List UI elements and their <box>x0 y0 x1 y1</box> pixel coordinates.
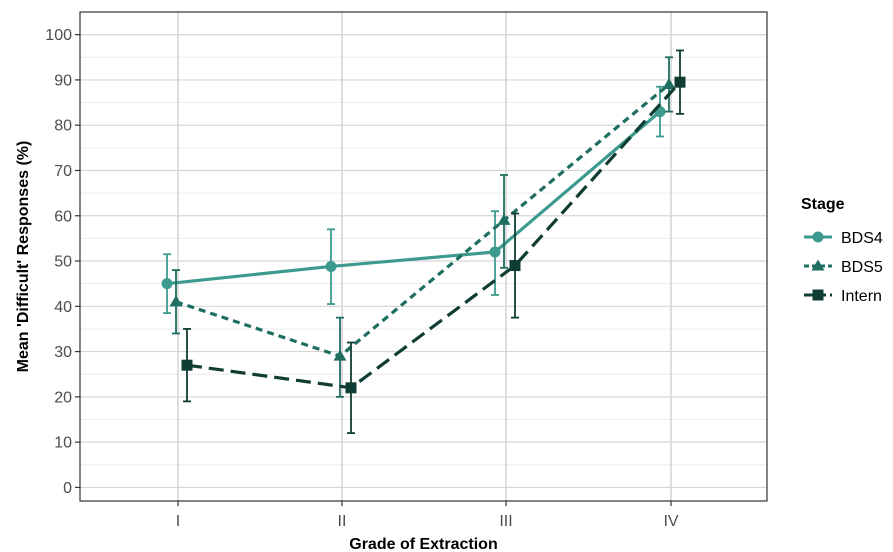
y-tick-label: 40 <box>54 299 72 316</box>
data-point <box>497 213 511 225</box>
y-tick-label: 60 <box>54 208 72 225</box>
series-bds5 <box>169 56 676 398</box>
y-tick-label: 10 <box>54 435 72 452</box>
data-point <box>662 77 676 89</box>
x-axis-title: Grade of Extraction <box>349 536 497 552</box>
legend-key-marker <box>812 289 824 301</box>
x-tick-label: II <box>338 513 347 530</box>
data-point <box>345 382 357 394</box>
data-point <box>489 246 501 258</box>
grid-minor <box>80 56 767 466</box>
data-point <box>169 295 183 307</box>
data-point <box>325 260 337 272</box>
x-axis: I II III IV <box>176 501 679 530</box>
x-tick-label: I <box>176 513 180 530</box>
series-layer <box>161 49 686 434</box>
y-tick-label: 70 <box>54 163 72 180</box>
y-tick-label: 30 <box>54 344 72 361</box>
panel-border <box>79 11 768 502</box>
series-intern <box>181 49 686 434</box>
y-tick-label: 20 <box>54 389 72 406</box>
legend-item-bds5: BDS5 <box>804 259 883 276</box>
data-point <box>161 278 173 290</box>
y-tick-label: 50 <box>54 254 72 271</box>
data-point <box>674 76 686 88</box>
y-tick-label: 100 <box>45 27 72 44</box>
y-tick-label: 0 <box>63 480 72 497</box>
grid-major <box>80 12 767 501</box>
data-point <box>333 349 347 361</box>
legend-item-intern: Intern <box>804 288 882 305</box>
data-point <box>181 359 193 371</box>
legend-label: BDS5 <box>841 259 883 276</box>
y-axis: 0 10 20 30 40 50 60 70 80 90 100 <box>45 27 80 497</box>
legend-title: Stage <box>801 196 845 213</box>
series-line <box>175 83 671 358</box>
series-line <box>166 110 662 286</box>
legend-item-bds4: BDS4 <box>804 230 883 247</box>
y-tick-label: 90 <box>54 72 72 89</box>
x-tick-label: III <box>499 513 512 530</box>
legend-label: Intern <box>841 288 882 305</box>
legend: Stage BDS4 BDS5 Intern <box>801 196 883 305</box>
x-tick-label: IV <box>663 513 678 530</box>
y-axis-title: Mean 'Difficult' Responses (%) <box>15 141 32 373</box>
legend-key-marker <box>811 259 825 271</box>
y-tick-label: 80 <box>54 118 72 135</box>
series-bds4 <box>161 85 666 314</box>
series-line <box>186 81 682 390</box>
legend-label: BDS4 <box>841 230 883 247</box>
data-point <box>509 260 521 272</box>
legend-key-marker <box>812 231 824 243</box>
